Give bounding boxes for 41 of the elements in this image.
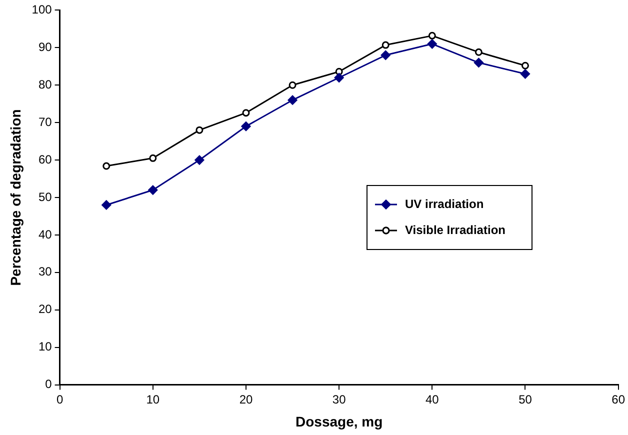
point [474,48,482,56]
legend-label: Visible Irradiation [405,222,506,237]
point [428,32,436,40]
point [521,62,529,70]
point [148,185,158,195]
point [334,72,344,82]
y-tick-label: 70 [38,114,52,129]
point [380,50,390,60]
point [288,81,296,89]
point [241,122,251,132]
y-tick-label: 10 [38,340,52,354]
y-tick-label: 50 [38,190,52,204]
x-tick-label: 10 [146,392,160,406]
y-tick-label: 0 [45,377,52,392]
x-tick-label: 60 [612,392,626,406]
y-tick-label: 40 [38,227,52,242]
x-tick-label: 20 [239,392,253,406]
point [102,162,110,170]
point [474,58,484,68]
x-tick-label: 30 [332,392,346,406]
y-tick-label: 30 [38,264,52,279]
point [196,126,204,134]
legend-label: UV irradiation [405,196,484,211]
y-tick-label: 90 [38,40,52,54]
y-tick-label: 100 [32,2,52,17]
point [102,200,112,210]
point [288,95,298,105]
point [242,109,250,117]
point [194,155,204,165]
y-tick-label: 60 [38,152,52,166]
y-axis-title: Percentage of degradation [7,109,24,286]
x-tick-label: 50 [518,392,532,406]
x-axis-title: Dossage, mg [296,413,383,430]
y-tick-label: 20 [38,302,52,316]
point [520,69,530,79]
point [427,39,437,49]
point [382,41,390,49]
point [149,154,157,162]
x-tick-label: 0 [56,392,64,406]
y-tick-label: 80 [38,77,52,92]
x-tick-label: 40 [425,392,440,406]
